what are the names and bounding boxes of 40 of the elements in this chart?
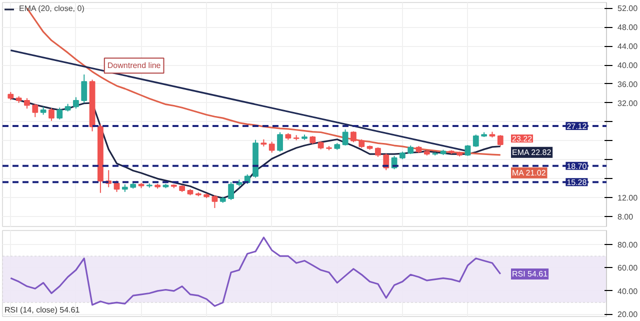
candlestick	[472, 134, 479, 148]
text: RSI (14, close) 54.61	[4, 306, 80, 314]
candlestick	[73, 96, 79, 110]
candlestick	[32, 103, 38, 118]
text: RSI 54.61	[512, 269, 548, 278]
candlestick	[497, 134, 504, 146]
y-tick-label: 12.00	[618, 194, 638, 203]
candlestick	[464, 144, 471, 156]
y-tick-label: 52.00	[618, 4, 638, 14]
candlestick	[212, 194, 218, 209]
y-tick-label: 32.00	[618, 98, 638, 108]
y-tick-label: 80.00	[618, 240, 638, 250]
y-tick-label: 40.00	[618, 286, 638, 296]
candlestick	[56, 107, 63, 120]
ref-line-label: 18.70	[566, 162, 588, 171]
candlestick	[48, 108, 54, 122]
ref-line-label: 15.28	[566, 178, 588, 188]
y-tick-label: 48.00	[618, 23, 638, 32]
y-tick-label: 44.00	[618, 42, 638, 52]
y-tick-label: 60.00	[618, 264, 638, 273]
text: MA 21.02	[512, 168, 546, 178]
legend-label: EMA (20, close, 0)	[19, 4, 84, 13]
y-tick-label: 40.00	[618, 61, 638, 70]
candlestick	[228, 181, 234, 200]
annotation: Downtrend line	[107, 61, 162, 70]
y-tick-label: 8.00	[618, 212, 634, 222]
candlestick	[375, 146, 381, 158]
ref-line-label: 27.12	[566, 122, 588, 132]
y-tick-label: 36.00	[618, 80, 638, 89]
candlestick	[342, 128, 348, 146]
text: EMA 22.82	[512, 148, 552, 157]
candlestick	[350, 130, 356, 143]
candlestick	[268, 141, 275, 154]
candlestick	[277, 132, 283, 152]
text: 23.22	[512, 134, 533, 144]
candlestick	[114, 180, 120, 192]
y-tick-label: 20.00	[618, 310, 638, 320]
candlestick	[81, 74, 88, 104]
candlestick	[24, 98, 30, 110]
line-series	[10, 236, 502, 307]
